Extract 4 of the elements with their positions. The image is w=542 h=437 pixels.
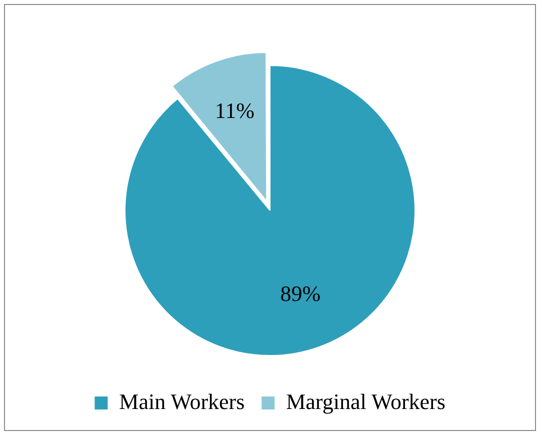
data-label: 11%: [214, 98, 254, 124]
data-label: 89%: [280, 280, 321, 306]
legend-label: Marginal Workers: [286, 388, 446, 414]
legend-label: Main Workers: [119, 388, 245, 414]
